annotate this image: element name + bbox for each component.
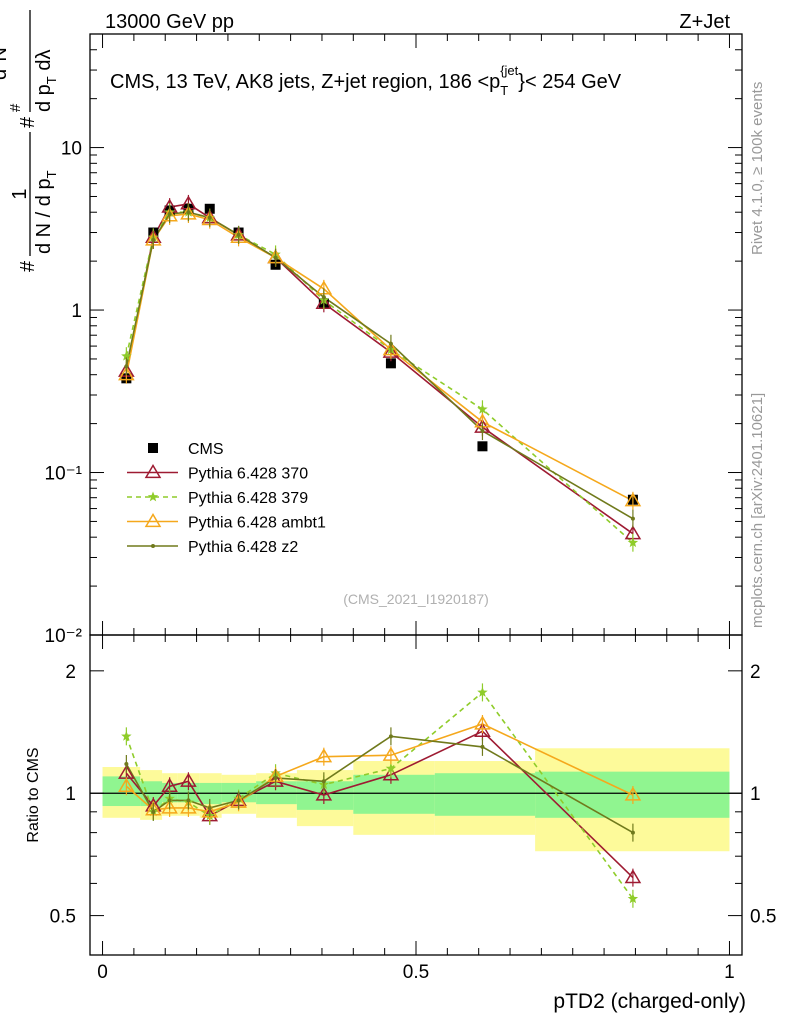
legend-label-p370: Pythia 6.428 370 [188, 466, 308, 483]
main-point-p379 [627, 537, 639, 548]
main-line-p370 [125, 203, 634, 535]
ratio-point-z2 [630, 830, 635, 835]
ratio-y-label: Ratio to CMS [25, 747, 42, 842]
ratio-point-z2 [207, 805, 212, 810]
ratio-y-tick-label: 1 [65, 784, 76, 805]
ratio-point-ambt1 [382, 746, 400, 761]
main-point-z2 [388, 341, 393, 346]
ratio-y-tick-label-right: 1 [750, 784, 761, 805]
ratio-point-p379 [121, 730, 132, 741]
ratio-panel: 0.5 0.5 1 1 2 2 0 0.5 1 [50, 34, 776, 983]
ratio-point-z2 [321, 779, 326, 784]
y-label-frac-den: d N / d pT [33, 170, 59, 254]
main-y-tick-label: 1 [71, 301, 82, 322]
main-point-cms [477, 441, 488, 452]
ratio-point-p370 [474, 722, 491, 737]
header-left: 13000 GeV pp [105, 11, 234, 33]
ratio-point-z2 [151, 809, 156, 814]
main-point-ambt1 [382, 341, 400, 356]
main-y-tick-label: 10⁻¹ [45, 464, 83, 485]
main-point-z2 [186, 210, 191, 215]
y-label-hash: # [17, 260, 39, 272]
y-label-hash-3: # [7, 103, 24, 112]
x-tick-label: 0 [97, 962, 108, 983]
x-tick-label: 0.5 [403, 962, 429, 983]
main-point-z2 [321, 295, 326, 300]
ratio-point-z2 [273, 776, 278, 781]
main-point-z2 [273, 255, 278, 260]
ratio-point-ambt1 [315, 748, 333, 763]
main-y-tick-label: 10 [61, 139, 82, 160]
ratio-y-tick-label: 0.5 [50, 907, 76, 928]
main-point-ambt1 [118, 366, 135, 381]
y-label-frac-num: 1 [9, 188, 31, 199]
ratio-point-ambt1 [180, 799, 197, 814]
main-point-z2 [236, 232, 241, 237]
main-point-p379 [477, 403, 488, 414]
side-label-bottom: mcplots.cern.ch [arXiv:2401.10621] [749, 393, 766, 628]
ratio-line-p379 [125, 691, 634, 900]
legend-marker-ambt1 [144, 513, 162, 528]
ratio-y-tick-label-right: 0.5 [750, 907, 776, 928]
ratio-y-tick-label: 2 [65, 662, 76, 683]
ratio-point-z2 [186, 798, 191, 803]
ratio-band-inner-8 [353, 774, 435, 814]
main-y-tick-label: 10⁻² [45, 626, 83, 647]
ratio-point-p370 [315, 786, 333, 801]
main-point-z2 [630, 516, 635, 521]
legend-label-p379: Pythia 6.428 379 [188, 490, 308, 507]
legend-marker-p370 [144, 464, 162, 479]
ratio-point-ambt1 [624, 786, 642, 801]
legend-label-cms: CMS [188, 441, 224, 458]
ratio-point-z2 [124, 761, 129, 766]
ratio-point-p379 [477, 686, 488, 697]
main-y-label: # 1 d N / d pT # d2N # d pT dλ [0, 10, 59, 272]
legend-marker-cms [148, 443, 158, 453]
ratio-point-z2 [167, 798, 172, 803]
ratio-point-p379 [627, 893, 639, 904]
main-point-z2 [124, 364, 129, 369]
ratio-band-inner-9 [434, 773, 536, 816]
legend-marker-z2 [151, 544, 155, 548]
ratio-point-p370 [382, 766, 400, 781]
y-label-num: d2N [0, 47, 11, 80]
x-axis-label: pTD2 (charged-only) [553, 990, 746, 1013]
main-point-z2 [167, 212, 172, 217]
main-point-z2 [151, 237, 156, 242]
y-label-den: d pT dλ [33, 50, 59, 112]
header-right: Z+Jet [679, 11, 730, 33]
ratio-point-p370 [624, 869, 642, 884]
analysis-watermark: (CMS_2021_I1920187) [343, 591, 489, 607]
main-point-z2 [480, 429, 485, 434]
main-point-p379 [121, 350, 132, 361]
ratio-point-p379 [385, 763, 397, 773]
ratio-y-tick-label-right: 2 [750, 662, 761, 683]
ratio-point-ambt1 [118, 777, 135, 792]
y-label-hash-2: # [17, 116, 39, 128]
ratio-point-z2 [480, 744, 485, 749]
ratio-point-ambt1 [474, 715, 491, 730]
main-panel: 10⁻² 10⁻¹ 1 10 [45, 33, 743, 647]
ratio-point-z2 [236, 798, 241, 803]
legend-label-z2: Pythia 6.428 z2 [188, 539, 298, 556]
legend-label-ambt1: Pythia 6.428 ambt1 [188, 515, 326, 532]
main-point-cms [385, 358, 396, 369]
ratio-point-p370 [180, 772, 197, 787]
x-tick-label: 1 [724, 962, 735, 983]
main-point-ambt1 [624, 492, 642, 507]
legend: CMS Pythia 6.428 370 Pythia 6.428 379 Pythi… [127, 441, 326, 556]
plot-title: CMS, 13 TeV, AK8 jets, Z+jet region, 186… [110, 63, 622, 98]
legend-marker-p379 [147, 491, 159, 502]
ratio-point-z2 [388, 734, 393, 739]
side-label-top: Rivet 4.1.0, ≥ 100k events [749, 82, 766, 255]
ratio-point-ambt1 [161, 799, 178, 814]
main-point-z2 [207, 215, 212, 220]
